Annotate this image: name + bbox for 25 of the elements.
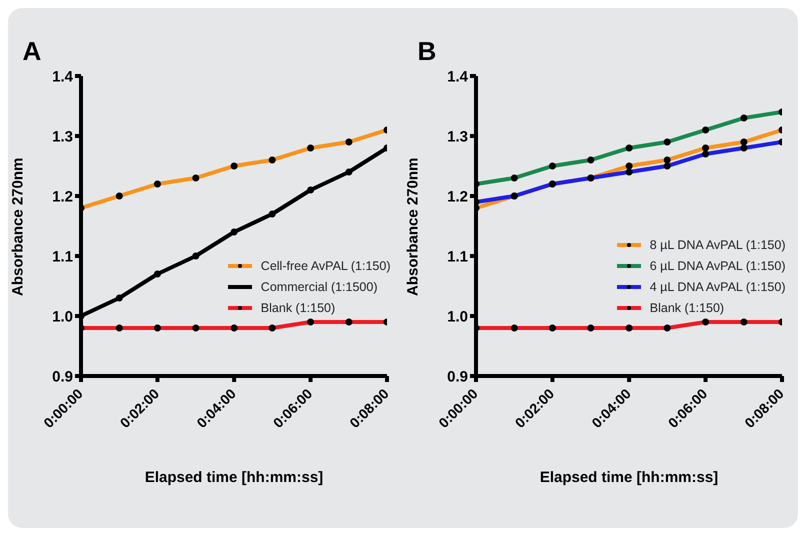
legend-label: Commercial (1:1500): [260, 280, 378, 294]
legend-label: 4 µL DNA AvPAL (1:150): [650, 280, 786, 294]
x-axis-title: Elapsed time [hh:mm:ss]: [144, 469, 323, 486]
y-tick-label: 1.0: [52, 308, 72, 326]
legend-label: Blank (1:150): [650, 300, 724, 314]
y-tick-label: 1.4: [52, 68, 74, 86]
y-tick-label: 1.3: [52, 128, 72, 146]
y-tick-label: 1.3: [446, 128, 468, 146]
y-tick-label: 1.4: [446, 68, 468, 86]
y-tick-label: 1.1: [446, 248, 468, 266]
chart-title: A: [22, 36, 42, 67]
y-tick-label: 1.0: [446, 308, 468, 326]
chart-title: B: [418, 36, 436, 67]
y-tick-label: 1.1: [52, 248, 72, 266]
legend-label: Blank (1:150): [260, 300, 336, 314]
y-axis-title: Absorbance 270nm: [8, 158, 26, 296]
y-tick-label: 1.2: [446, 188, 468, 206]
y-axis-title: Absorbance 270nm: [404, 158, 421, 296]
y-tick-label: 0.9: [52, 368, 72, 386]
y-tick-label: 1.2: [52, 188, 72, 206]
legend-label: Cell-free AvPAL (1:150): [260, 258, 390, 272]
legend-label: 6 µL DNA AvPAL (1:150): [650, 258, 786, 272]
y-tick-label: 0.9: [446, 368, 468, 386]
x-axis-title: Elapsed time [hh:mm:ss]: [539, 469, 718, 486]
legend-label: 8 µL DNA AvPAL (1:150): [650, 238, 786, 252]
